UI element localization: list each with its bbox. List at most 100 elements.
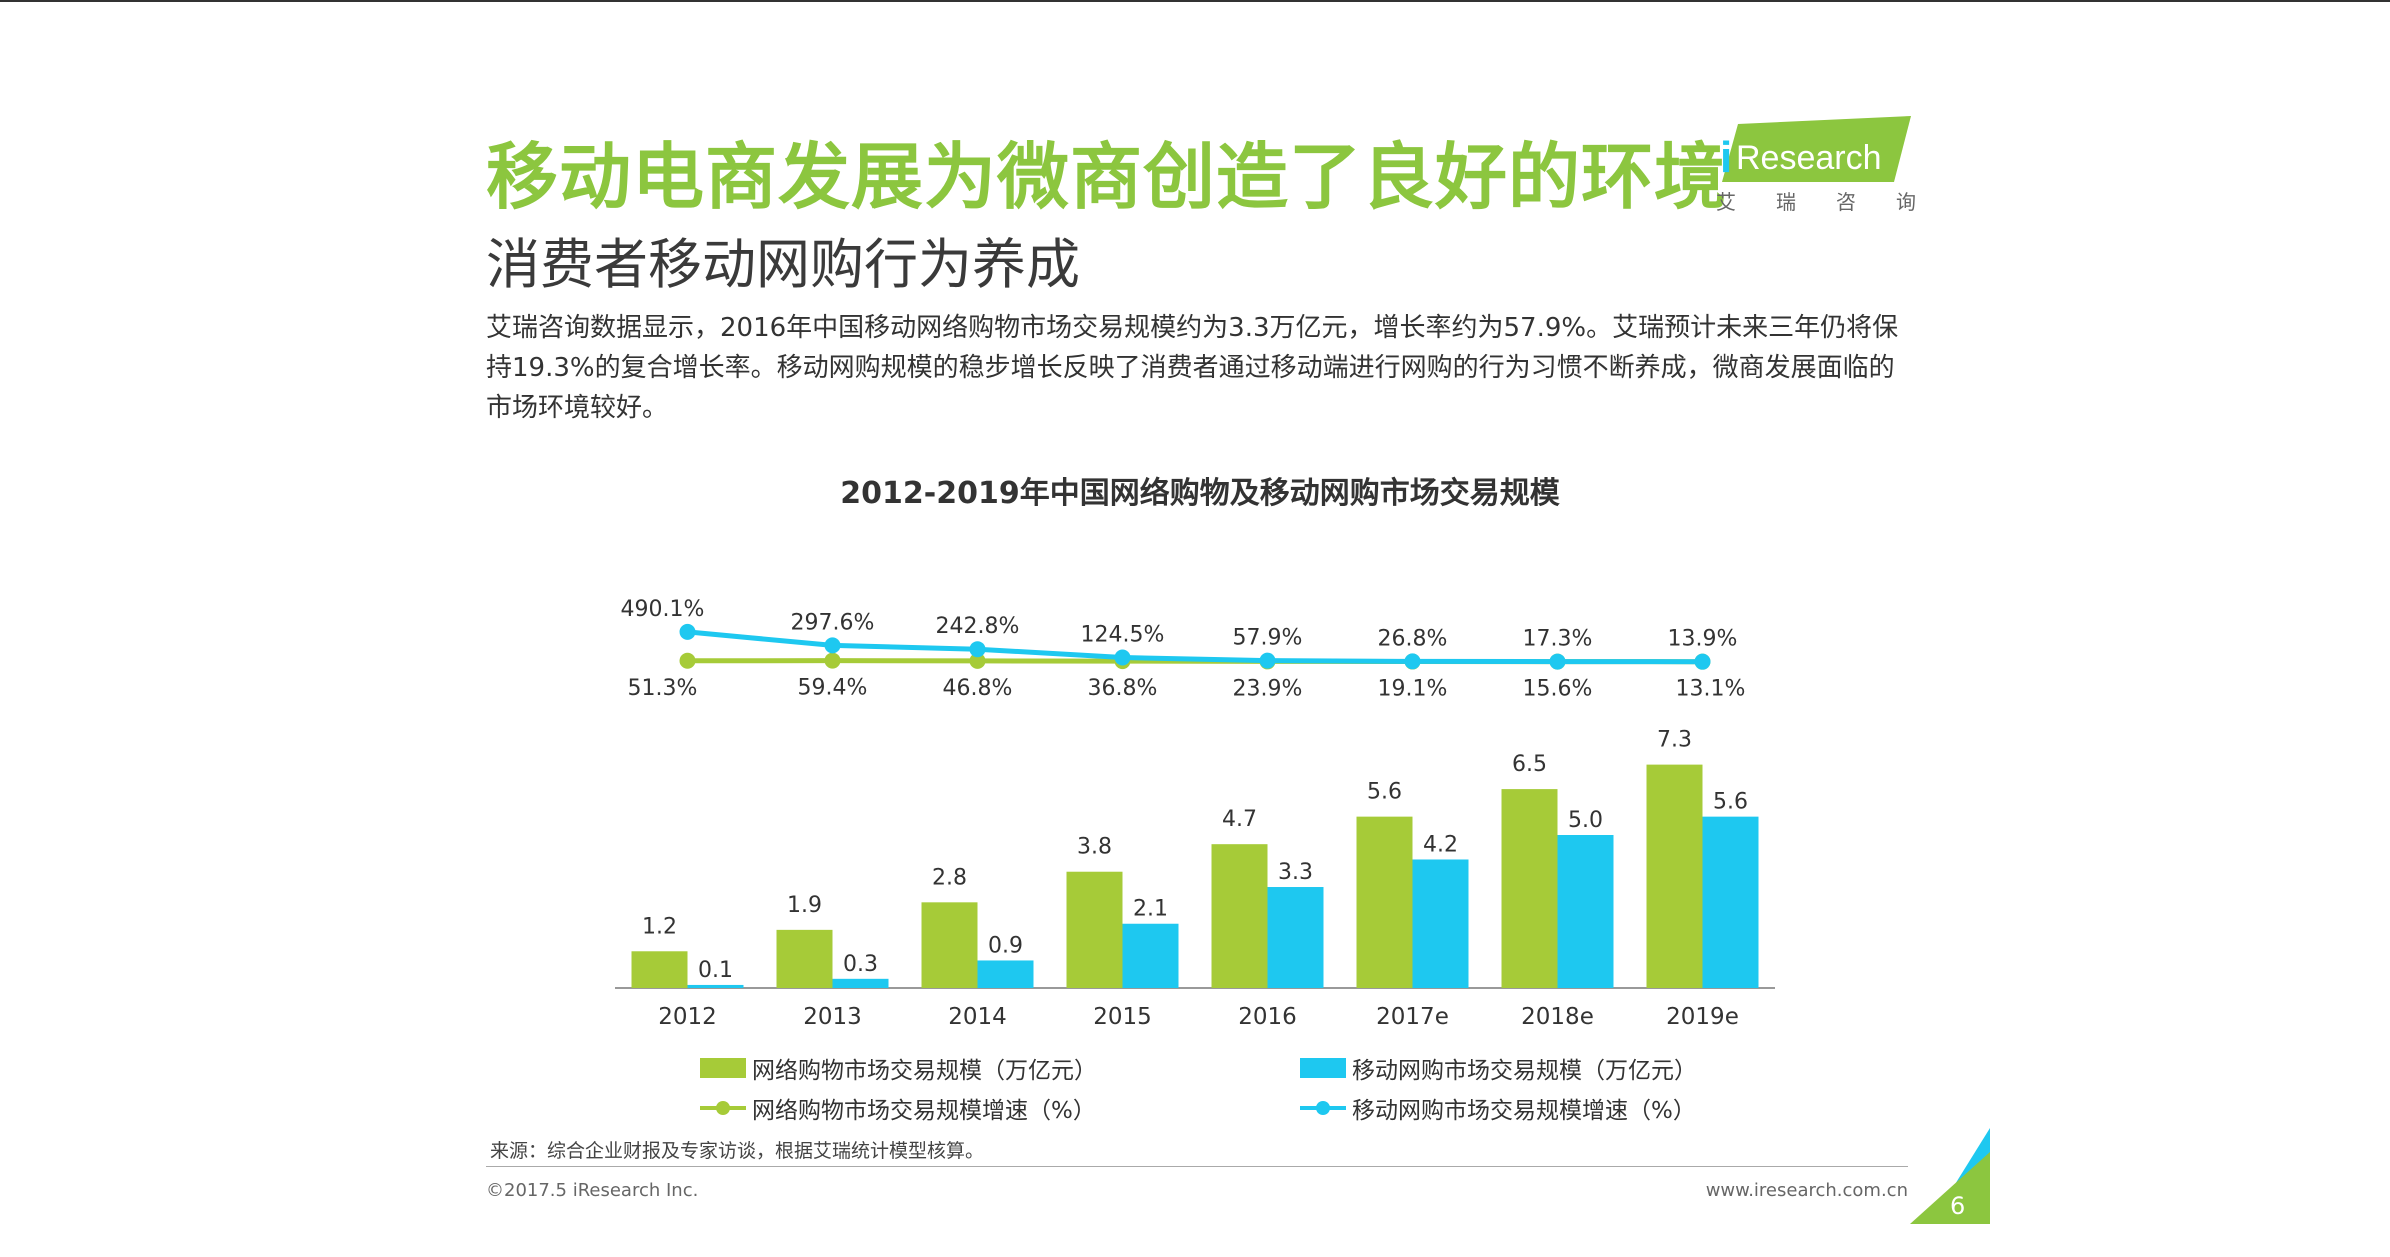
data-label-online-size: 6.5 bbox=[1512, 752, 1547, 777]
bar-mobile-size bbox=[1122, 923, 1179, 988]
legend-label: 移动网购市场交易规模增速（%） bbox=[1352, 1098, 1696, 1124]
point-mobile-growth bbox=[1694, 653, 1711, 670]
source-note: 来源：综合企业财报及专家访谈，根据艾瑞统计模型核算。 bbox=[490, 1140, 985, 1162]
summary-paragraph: 艾瑞咨询数据显示，2016年中国移动网络购物市场交易规模约为3.3万亿元，增长率… bbox=[486, 313, 1899, 423]
data-label-online-size: 2.8 bbox=[932, 865, 967, 890]
point-mobile-growth bbox=[1259, 652, 1276, 669]
point-mobile-growth bbox=[679, 623, 696, 640]
legend-swatch-green-bar bbox=[700, 1058, 746, 1078]
bar-mobile-size bbox=[1267, 887, 1324, 988]
data-label-mobile-size: 0.9 bbox=[988, 933, 1023, 958]
data-label-online-growth: 46.8% bbox=[943, 676, 1013, 701]
bar-online-size bbox=[631, 951, 688, 988]
data-label-mobile-size: 4.2 bbox=[1423, 832, 1458, 857]
slide-title: 移动电商发展为微商创造了良好的环境 bbox=[486, 135, 1728, 219]
data-label-mobile-size: 5.6 bbox=[1713, 790, 1748, 815]
copyright: ©2017.5 iResearch Inc. bbox=[486, 1180, 699, 1201]
bar-online-size bbox=[1356, 816, 1413, 988]
data-label-online-size: 5.6 bbox=[1367, 780, 1402, 805]
page-number: 6 bbox=[1950, 1192, 1966, 1220]
legend-swatch-blue-bar bbox=[1300, 1058, 1346, 1078]
data-label-online-size: 7.3 bbox=[1657, 728, 1692, 753]
data-label-online-growth: 19.1% bbox=[1378, 677, 1448, 702]
data-label-online-growth: 23.9% bbox=[1233, 676, 1303, 701]
bar-mobile-size bbox=[687, 984, 744, 988]
legend-item-online-growth: 网络购物市场交易规模增速（%） bbox=[700, 1088, 1300, 1128]
point-online-growth bbox=[969, 652, 986, 669]
market-size-chart: 1.2 0.1 2012 1.9 0.3 2013 2.8 0.9 2014 3.8 2.1 2015… bbox=[615, 597, 1775, 1030]
x-tick-label: 2018e bbox=[1521, 1004, 1594, 1030]
chart-title: 2012-2019年中国网络购物及移动网购市场交易规模 bbox=[840, 476, 1560, 511]
legend-swatch-green-line bbox=[700, 1098, 746, 1118]
point-online-growth bbox=[824, 652, 841, 669]
bar-mobile-size bbox=[977, 960, 1034, 988]
legend-item-mobile-growth: 移动网购市场交易规模增速（%） bbox=[1300, 1088, 1800, 1128]
point-mobile-growth bbox=[1114, 649, 1131, 666]
logo-cn-char: 询 bbox=[1896, 190, 1916, 214]
data-label-online-size: 1.9 bbox=[787, 893, 822, 918]
top-border bbox=[0, 0, 2390, 2]
x-tick-label: 2019e bbox=[1666, 1004, 1739, 1030]
data-label-mobile-growth: 57.9% bbox=[1233, 626, 1303, 651]
data-label-mobile-size: 5.0 bbox=[1568, 808, 1603, 833]
point-mobile-growth bbox=[1549, 653, 1566, 670]
bar-mobile-size bbox=[1702, 816, 1759, 988]
data-label-mobile-growth: 26.8% bbox=[1378, 626, 1448, 651]
data-label-mobile-size: 2.1 bbox=[1133, 897, 1168, 922]
logo-green-shape bbox=[1722, 116, 1911, 182]
point-mobile-growth bbox=[969, 641, 986, 658]
logo-cn-char: 咨 bbox=[1836, 190, 1856, 214]
data-label-online-growth: 51.3% bbox=[628, 676, 698, 701]
bar-online-size bbox=[921, 902, 978, 988]
data-label-online-growth: 13.1% bbox=[1676, 677, 1746, 702]
page-corner-decoration bbox=[1910, 1128, 1990, 1224]
data-label-mobile-growth: 17.3% bbox=[1523, 627, 1593, 652]
data-label-mobile-growth: 124.5% bbox=[1081, 622, 1165, 647]
data-label-mobile-size: 3.3 bbox=[1278, 860, 1313, 885]
data-label-mobile-size: 0.3 bbox=[843, 952, 878, 977]
bar-mobile-size bbox=[1412, 859, 1469, 988]
data-label-mobile-growth: 242.8% bbox=[936, 614, 1020, 639]
x-tick-label: 2017e bbox=[1376, 1004, 1449, 1030]
data-label-online-growth: 36.8% bbox=[1088, 676, 1158, 701]
data-label-online-size: 3.8 bbox=[1077, 835, 1112, 860]
data-label-online-growth: 59.4% bbox=[798, 676, 868, 701]
x-tick-label: 2016 bbox=[1238, 1004, 1297, 1030]
legend-label: 移动网购市场交易规模（万亿元） bbox=[1352, 1058, 1697, 1084]
bar-online-size bbox=[1066, 871, 1123, 988]
legend-label: 网络购物市场交易规模（万亿元） bbox=[752, 1058, 1097, 1084]
bar-online-size bbox=[1646, 764, 1703, 988]
data-label-online-size: 1.2 bbox=[642, 914, 677, 939]
legend-swatch-blue-line bbox=[1300, 1098, 1346, 1118]
data-label-mobile-growth: 490.1% bbox=[621, 597, 705, 622]
bar-online-size bbox=[1211, 844, 1268, 988]
website-link[interactable]: www.iresearch.com.cn bbox=[1705, 1180, 1908, 1201]
bar-mobile-size bbox=[832, 978, 889, 988]
legend-item-online-size: 网络购物市场交易规模（万亿元） bbox=[700, 1048, 1300, 1088]
x-tick-label: 2015 bbox=[1093, 1004, 1152, 1030]
point-mobile-growth bbox=[1404, 653, 1421, 670]
corner-green-triangle bbox=[1910, 1152, 1990, 1224]
point-mobile-growth bbox=[824, 637, 841, 654]
legend-label: 网络购物市场交易规模增速（%） bbox=[752, 1098, 1096, 1124]
data-label-online-growth: 15.6% bbox=[1523, 677, 1593, 702]
iresearch-logo: i Research bbox=[1720, 116, 1911, 182]
x-tick-label: 2014 bbox=[948, 1004, 1007, 1030]
slide-subtitle: 消费者移动网购行为养成 bbox=[486, 233, 1080, 296]
logo-cn-text: 艾 瑞 咨 询 bbox=[1716, 186, 1916, 215]
bar-mobile-size bbox=[1557, 835, 1614, 988]
logo-text-i: i bbox=[1720, 133, 1732, 182]
data-label-online-size: 4.7 bbox=[1222, 807, 1257, 832]
x-tick-label: 2013 bbox=[803, 1004, 862, 1030]
bar-online-size bbox=[776, 929, 833, 988]
logo-text-research: Research bbox=[1736, 139, 1882, 177]
x-tick-label: 2012 bbox=[658, 1004, 717, 1030]
data-label-mobile-growth: 297.6% bbox=[791, 610, 875, 635]
legend-item-mobile-size: 移动网购市场交易规模（万亿元） bbox=[1300, 1048, 1800, 1088]
point-online-growth bbox=[679, 652, 696, 669]
chart-legend: 网络购物市场交易规模（万亿元） 移动网购市场交易规模（万亿元） 网络购物市场交易… bbox=[700, 1048, 1800, 1128]
footer-divider bbox=[486, 1166, 1908, 1167]
data-label-mobile-growth: 13.9% bbox=[1668, 627, 1738, 652]
bar-online-size bbox=[1501, 789, 1558, 988]
line-mobile-growth bbox=[687, 629, 1703, 665]
